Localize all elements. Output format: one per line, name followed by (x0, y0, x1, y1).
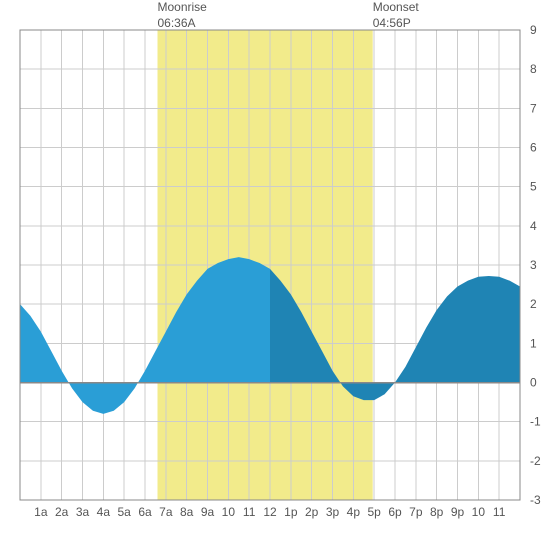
svg-text:1p: 1p (284, 505, 298, 519)
svg-text:3p: 3p (326, 505, 340, 519)
svg-text:11: 11 (243, 505, 256, 519)
moonrise-time: 06:36A (158, 16, 207, 32)
svg-text:8: 8 (530, 62, 537, 76)
svg-text:11: 11 (493, 505, 506, 519)
svg-text:7p: 7p (409, 505, 423, 519)
svg-text:9a: 9a (201, 505, 215, 519)
chart-svg: 1a2a3a4a5a6a7a8a9a1011121p2p3p4p5p6p7p8p… (0, 0, 550, 550)
moonrise-label: Moonrise (158, 0, 207, 16)
svg-text:7: 7 (530, 101, 537, 115)
svg-text:2p: 2p (305, 505, 319, 519)
svg-text:8p: 8p (430, 505, 444, 519)
svg-text:10: 10 (472, 505, 486, 519)
svg-text:6a: 6a (138, 505, 152, 519)
svg-text:5a: 5a (117, 505, 131, 519)
svg-text:-1: -1 (530, 415, 541, 429)
svg-text:8a: 8a (180, 505, 194, 519)
moonset-label: Moonset (373, 0, 419, 16)
svg-text:-2: -2 (530, 454, 541, 468)
svg-text:1: 1 (530, 336, 537, 350)
x-tick-labels: 1a 2a 3a 4a 5a 6a 7a 8a 9a 10 11 12 1p 2p 3p 4p 5p 6p 7p 8p… (34, 505, 506, 519)
y-tick-labels: -3 -2 -1 0 1 2 3 4 5 6 7 8 9 (530, 23, 541, 507)
svg-text:9: 9 (530, 23, 537, 37)
svg-text:5: 5 (530, 180, 537, 194)
svg-text:3a: 3a (76, 505, 90, 519)
svg-text:9p: 9p (451, 505, 465, 519)
svg-text:4: 4 (530, 219, 537, 233)
svg-text:6: 6 (530, 141, 537, 155)
svg-text:6p: 6p (388, 505, 402, 519)
svg-text:7a: 7a (159, 505, 173, 519)
svg-text:3: 3 (530, 258, 537, 272)
svg-text:10: 10 (222, 505, 236, 519)
svg-text:2: 2 (530, 297, 537, 311)
moonrise-annotation: Moonrise 06:36A (158, 0, 207, 31)
svg-text:4a: 4a (97, 505, 111, 519)
moonset-annotation: Moonset 04:56P (373, 0, 419, 31)
svg-text:1a: 1a (34, 505, 48, 519)
moonset-time: 04:56P (373, 16, 419, 32)
svg-text:2a: 2a (55, 505, 69, 519)
svg-text:-3: -3 (530, 493, 541, 507)
svg-text:12: 12 (263, 505, 277, 519)
svg-text:5p: 5p (367, 505, 381, 519)
svg-text:4p: 4p (347, 505, 361, 519)
tide-chart: Moonrise 06:36A Moonset 04:56P 1a 2a 3a 4a 5… (0, 0, 550, 550)
svg-text:0: 0 (530, 376, 537, 390)
